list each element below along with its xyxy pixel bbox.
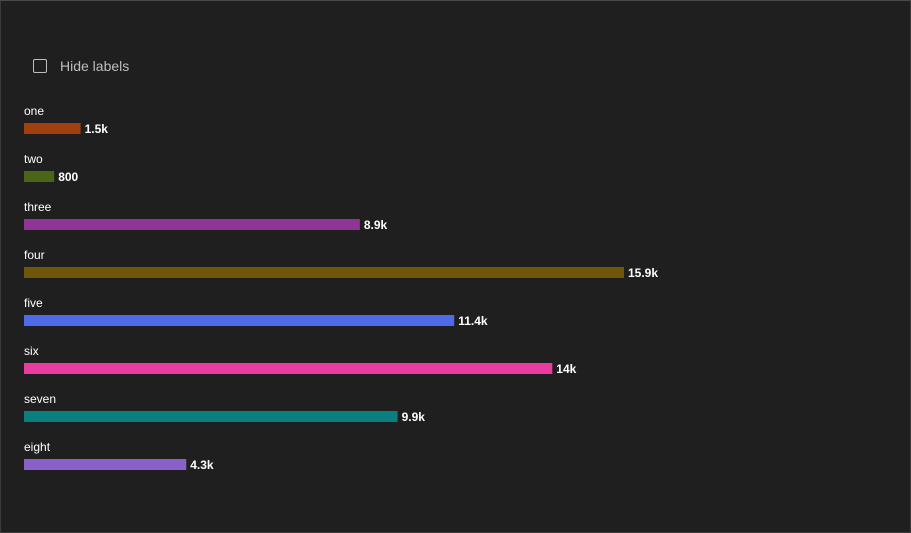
- category-label: eight: [24, 440, 51, 454]
- value-label: 4.3k: [190, 458, 214, 472]
- bar-row-one: one 1.5k: [24, 104, 108, 136]
- category-label: four: [24, 248, 45, 262]
- category-label: seven: [24, 392, 56, 406]
- bar[interactable]: [24, 411, 398, 422]
- value-label: 800: [58, 170, 78, 184]
- category-label: three: [24, 200, 52, 214]
- category-label: one: [24, 104, 44, 118]
- bar[interactable]: [24, 459, 187, 470]
- category-label: six: [24, 344, 39, 358]
- bar[interactable]: [24, 363, 553, 374]
- bar[interactable]: [24, 123, 81, 134]
- bar[interactable]: [24, 315, 455, 326]
- value-label: 14k: [556, 362, 576, 376]
- bar-row-two: two 800: [24, 152, 79, 184]
- value-label: 1.5k: [85, 122, 109, 136]
- bar-row-five: five 11.4k: [24, 296, 488, 328]
- hide-labels-checkbox[interactable]: [33, 59, 47, 73]
- bar[interactable]: [24, 171, 55, 182]
- bar-row-three: three 8.9k: [24, 200, 388, 232]
- hide-labels-label: Hide labels: [60, 58, 130, 74]
- value-label: 15.9k: [628, 266, 658, 280]
- bar[interactable]: [24, 219, 360, 230]
- hide-labels-toggle[interactable]: Hide labels: [33, 57, 129, 75]
- bar-row-seven: seven 9.9k: [24, 392, 425, 424]
- bar-row-four: four 15.9k: [24, 248, 658, 280]
- bar[interactable]: [24, 267, 624, 278]
- value-label: 8.9k: [364, 218, 388, 232]
- bar-row-eight: eight 4.3k: [24, 440, 214, 472]
- value-label: 9.9k: [402, 410, 426, 424]
- bar-row-six: six 14k: [24, 344, 577, 376]
- category-label: five: [24, 296, 43, 310]
- category-label: two: [24, 152, 43, 166]
- value-label: 11.4k: [458, 314, 488, 328]
